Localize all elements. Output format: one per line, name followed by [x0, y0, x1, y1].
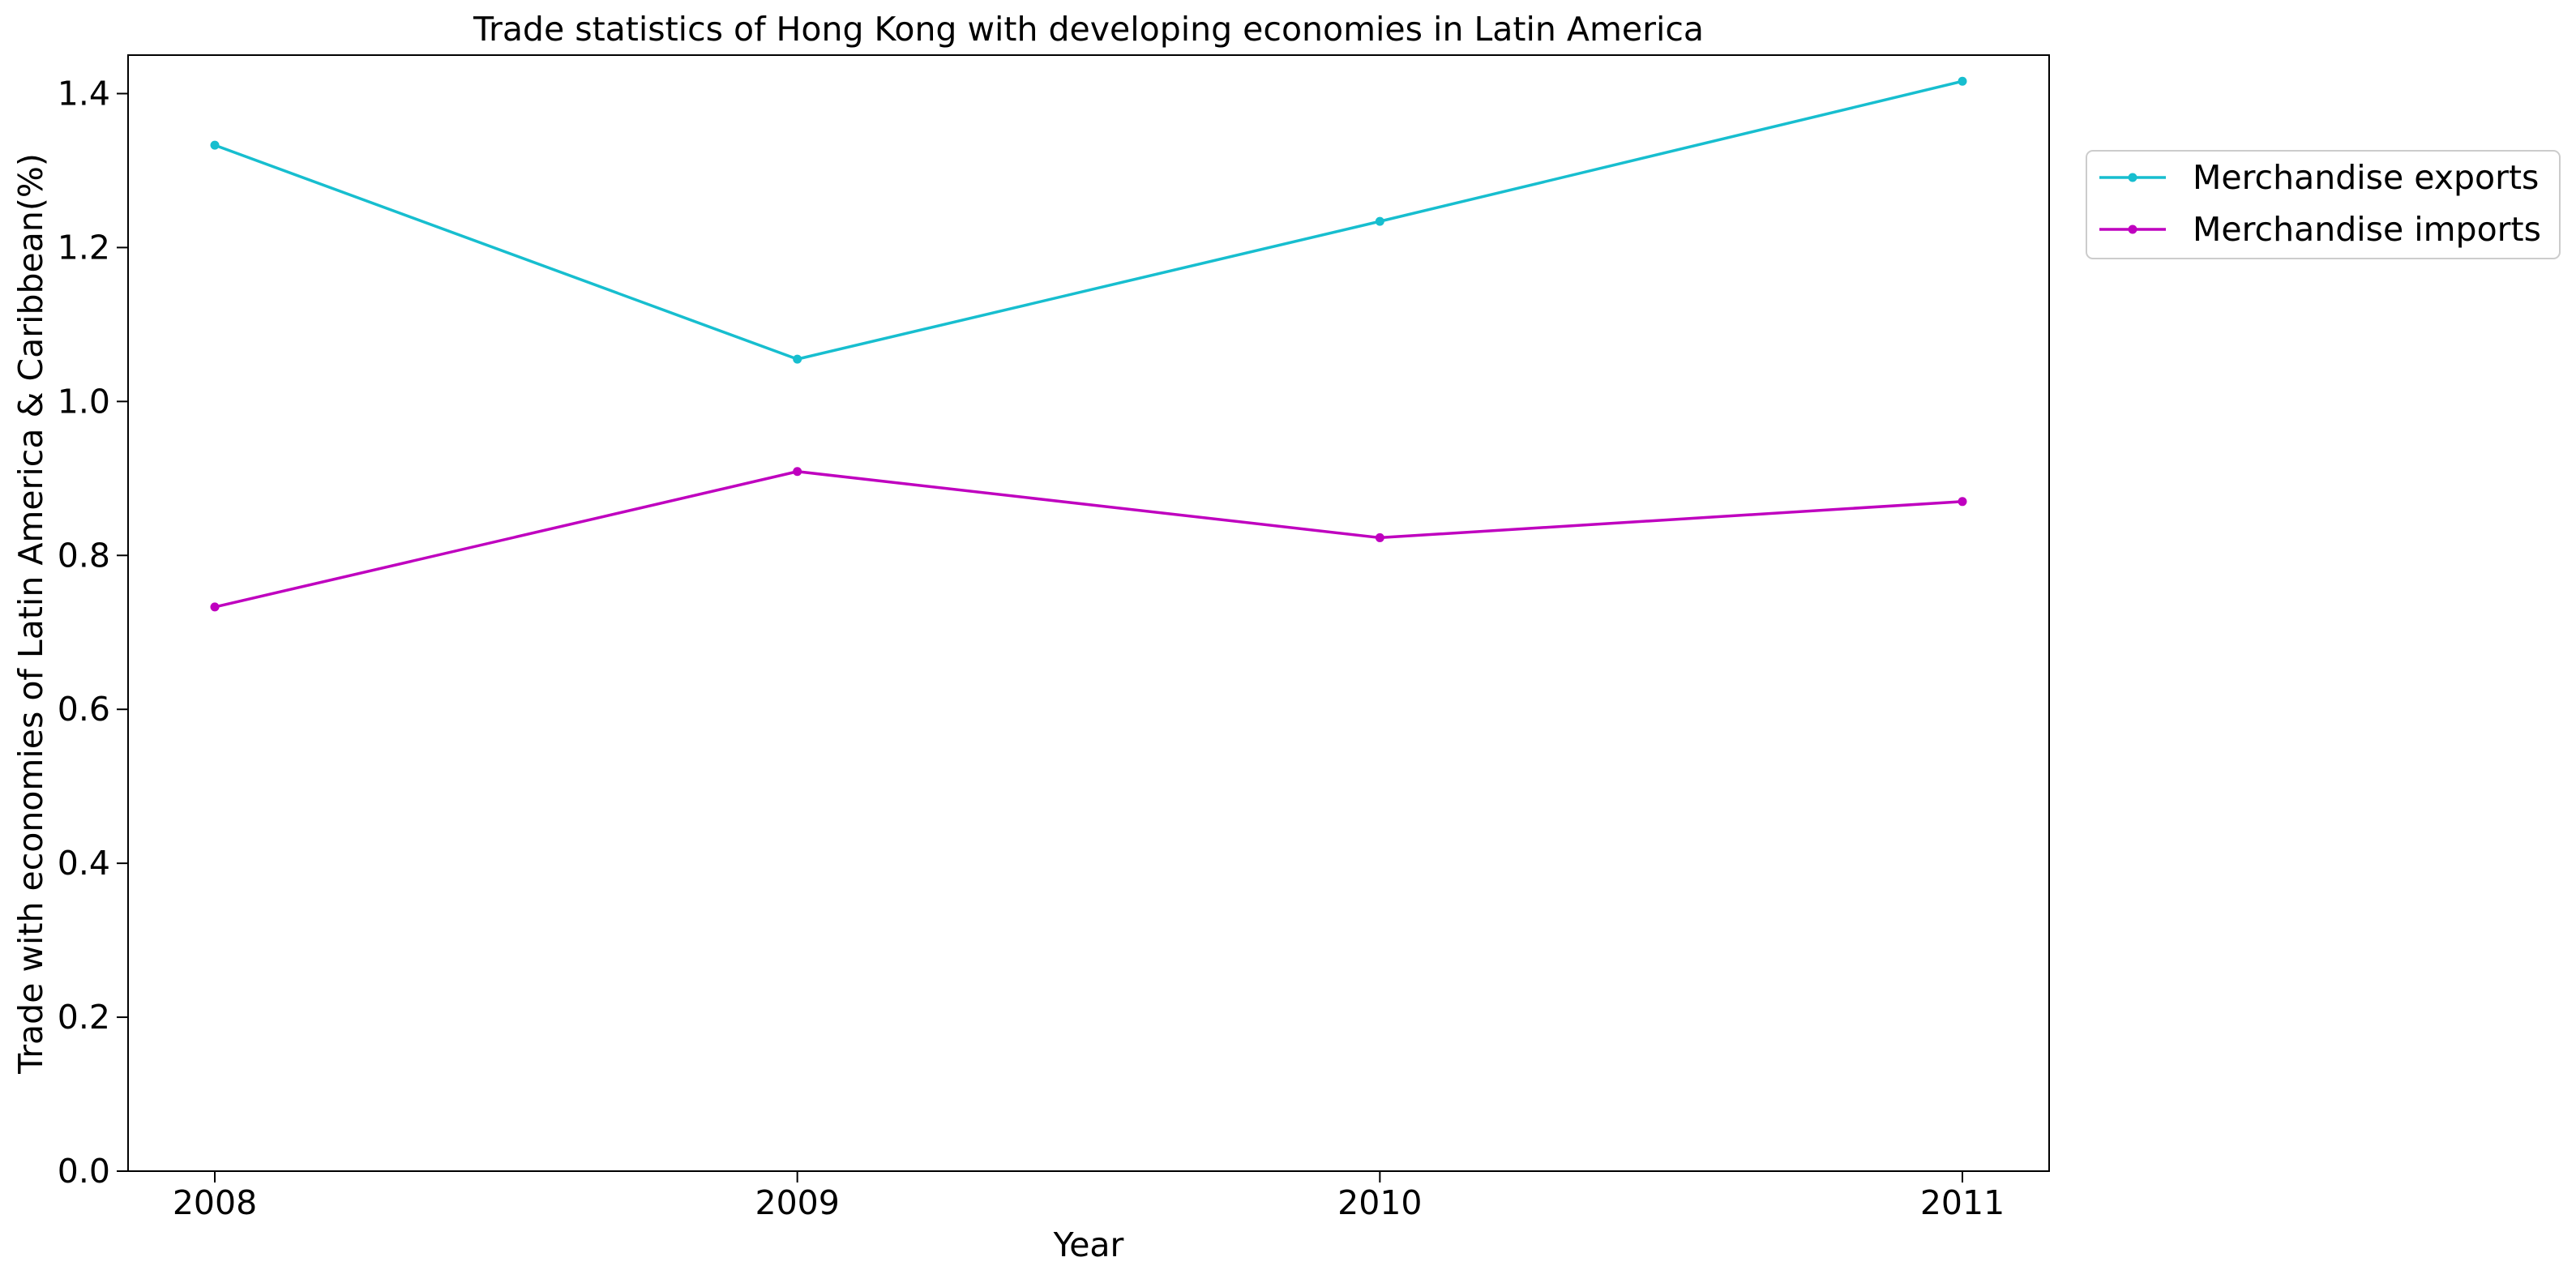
x-tick-label: 2008	[173, 1183, 257, 1222]
y-tick-label: 1.4	[58, 74, 110, 113]
y-tick-label: 0.6	[58, 690, 110, 729]
x-tick-label: 2011	[1920, 1183, 2005, 1222]
data-point	[1958, 497, 1967, 507]
chart-title: Trade statistics of Hong Kong with devel…	[473, 10, 1704, 49]
data-point	[793, 467, 802, 477]
x-tick-label: 2009	[755, 1183, 839, 1222]
y-axis-label: Trade with economies of Latin America & …	[11, 153, 50, 1075]
legend: Merchandise exports Merchandise imports	[2086, 150, 2561, 259]
y-axis: 0.0 0.2 0.4 0.6 0.8 1.0 1.2 1.4	[58, 74, 128, 1191]
plot-area	[210, 76, 1967, 612]
data-point	[1375, 532, 1384, 542]
y-tick-label: 1.2	[58, 228, 110, 267]
x-axis-label: Year	[1053, 1225, 1124, 1264]
plot-frame	[127, 54, 2050, 1172]
legend-label: Merchandise exports	[2193, 158, 2539, 197]
legend-item: Merchandise imports	[2099, 210, 2541, 249]
data-point	[1375, 216, 1384, 226]
data-point	[210, 602, 220, 612]
series-1	[210, 76, 1967, 364]
x-tick-label: 2010	[1337, 1183, 1422, 1222]
y-tick-label: 0.4	[58, 844, 110, 883]
series-line	[214, 79, 1963, 361]
legend-marker	[2128, 225, 2137, 234]
legend-label: Merchandise imports	[2193, 210, 2541, 249]
legend-item: Merchandise exports	[2099, 158, 2539, 197]
data-point	[793, 354, 802, 364]
legend-marker	[2128, 173, 2137, 182]
legend-box	[2086, 150, 2561, 259]
x-axis: 2008 2009 2010 2011	[173, 1171, 2005, 1222]
y-tick-label: 0.8	[58, 536, 110, 575]
y-tick-label: 0.2	[58, 998, 110, 1037]
data-point	[210, 140, 220, 150]
y-tick-label: 1.0	[58, 382, 110, 421]
y-tick-label: 0.0	[58, 1152, 110, 1191]
series-line	[214, 470, 1963, 609]
data-point	[1958, 76, 1967, 86]
series-2	[210, 467, 1967, 612]
